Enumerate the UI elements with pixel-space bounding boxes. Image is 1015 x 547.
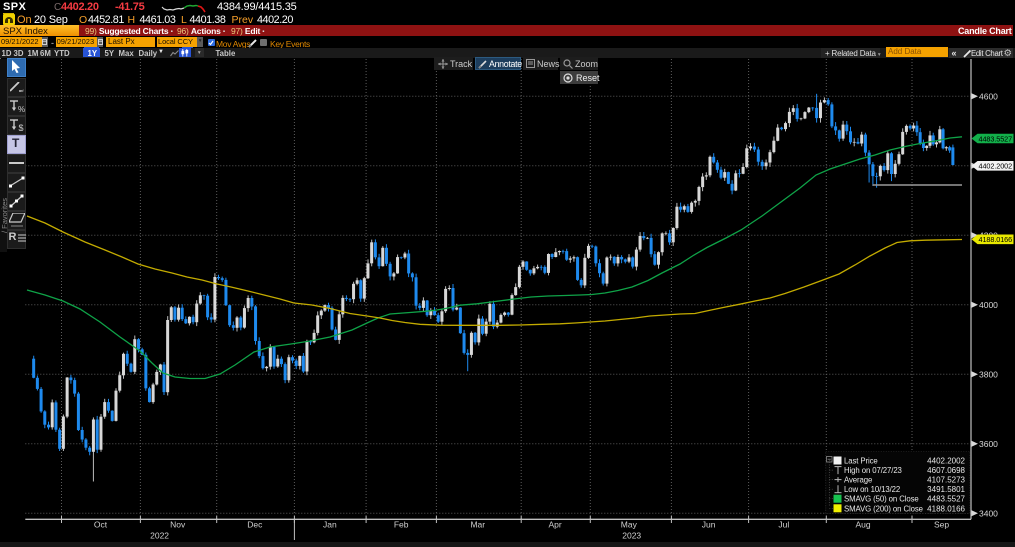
svg-text:Last Price: Last Price bbox=[844, 457, 878, 466]
svg-text:4188.0166: 4188.0166 bbox=[927, 504, 965, 513]
svg-text:3491.5801: 3491.5801 bbox=[927, 485, 965, 494]
svg-text:May: May bbox=[621, 520, 638, 530]
svg-text:Jul: Jul bbox=[778, 520, 789, 530]
svg-text:Dec: Dec bbox=[247, 520, 263, 530]
svg-text:Aug: Aug bbox=[855, 520, 870, 530]
svg-text:Nov: Nov bbox=[170, 520, 186, 530]
svg-text:Oct: Oct bbox=[94, 520, 108, 530]
svg-text:$: $ bbox=[18, 123, 23, 131]
svg-text:3600: 3600 bbox=[979, 439, 998, 449]
svg-text:4107.5273: 4107.5273 bbox=[927, 476, 965, 485]
svg-text:Sep: Sep bbox=[934, 520, 949, 530]
svg-text:Low on 10/13/22: Low on 10/13/22 bbox=[844, 485, 900, 494]
svg-text:High on 07/27/23: High on 07/27/23 bbox=[844, 466, 902, 475]
svg-text:Jan: Jan bbox=[323, 520, 337, 530]
svg-text:Mar: Mar bbox=[470, 520, 485, 530]
svg-text:Average: Average bbox=[844, 476, 872, 485]
svg-text:4483.5527: 4483.5527 bbox=[927, 495, 965, 504]
svg-text:4483.5527: 4483.5527 bbox=[979, 134, 1013, 143]
svg-text:2023: 2023 bbox=[622, 531, 641, 541]
svg-text:4402.2002: 4402.2002 bbox=[927, 457, 965, 466]
svg-text:4188.0166: 4188.0166 bbox=[979, 235, 1013, 244]
svg-text:4600: 4600 bbox=[979, 91, 998, 101]
svg-text:%: % bbox=[18, 105, 25, 112]
svg-text:3400: 3400 bbox=[979, 508, 998, 518]
svg-text:4607.0698: 4607.0698 bbox=[927, 466, 965, 475]
svg-text:4402.2002: 4402.2002 bbox=[979, 162, 1013, 171]
svg-text:3800: 3800 bbox=[979, 369, 998, 379]
svg-text:SMAVG (50) on Close: SMAVG (50) on Close bbox=[844, 495, 919, 504]
svg-text:Feb: Feb bbox=[394, 520, 409, 530]
svg-text:Apr: Apr bbox=[548, 520, 561, 530]
svg-text:Jun: Jun bbox=[702, 520, 716, 530]
svg-text:4000: 4000 bbox=[979, 300, 998, 310]
svg-text:2022: 2022 bbox=[150, 531, 169, 541]
svg-text:SMAVG (200) on Close: SMAVG (200) on Close bbox=[844, 504, 923, 513]
